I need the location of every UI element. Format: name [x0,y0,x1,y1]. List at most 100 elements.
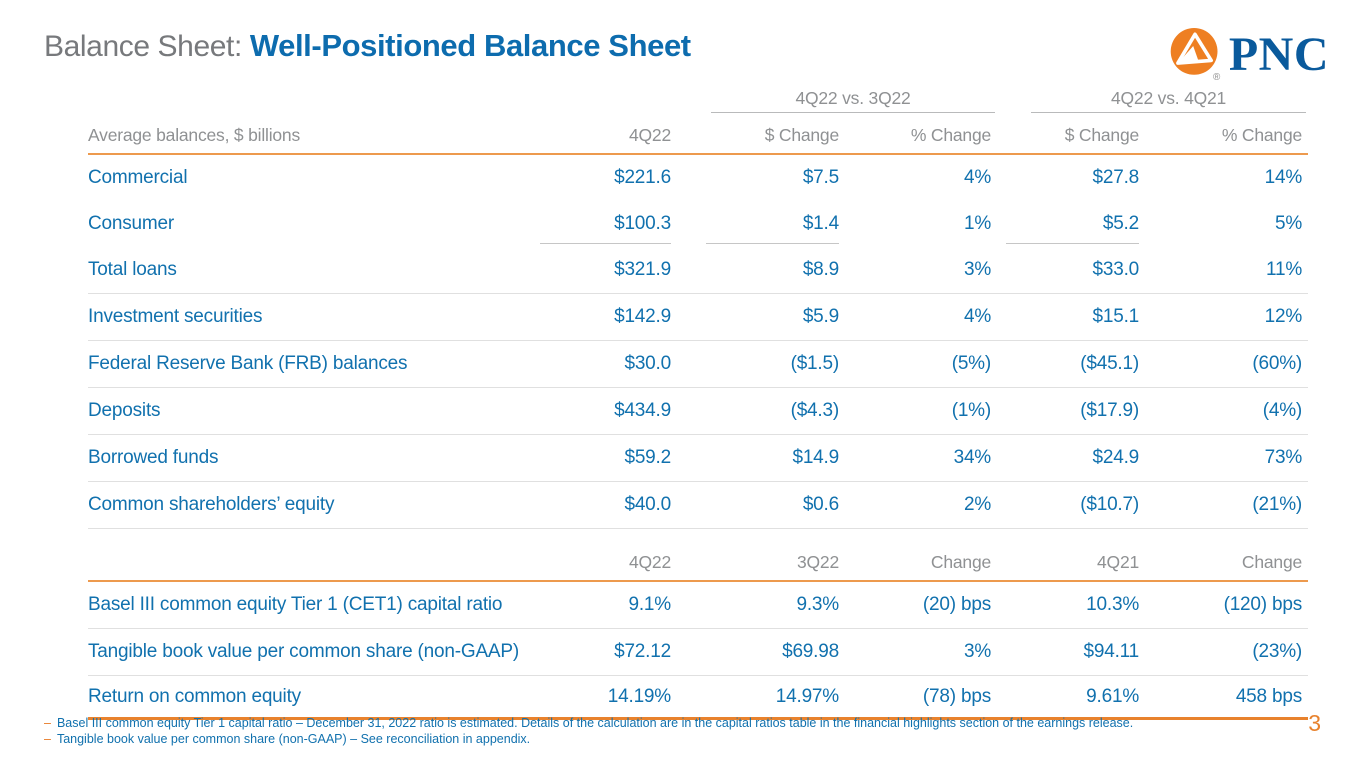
ratios-header-row: 4Q22 3Q22 Change 4Q21 Change [88,528,1309,582]
cell-value: $24.9 [997,434,1146,482]
row-label: Consumer [88,213,175,234]
group-header-qoq: 4Q22 vs. 3Q22 [711,88,996,113]
footnote-dash: – [44,716,51,730]
cell-value: $100.3 [540,201,677,247]
cell-value: (5%) [845,340,998,388]
table-row-common-shareholders-equity: Common shareholders’ equity $40.0 $0.6 2… [88,481,1309,529]
cell-value: $0.6 [677,481,845,529]
cell-value: ($1.5) [677,340,845,388]
footnotes: – Basel III common equity Tier 1 capital… [44,715,1133,747]
cell-value: 34% [845,434,998,482]
row-label: Borrowed funds [88,434,540,482]
cell-value: ($17.9) [997,387,1146,435]
table-row-borrowed-funds: Borrowed funds $59.2 $14.9 34% $24.9 73% [88,434,1309,482]
cell-value: $5.9 [677,293,845,341]
balance-sheet-table: 4Q22 vs. 3Q22 4Q22 vs. 4Q21 Average bala… [88,86,1309,720]
row-label: Deposits [88,387,540,435]
footnote-line: – Basel III common equity Tier 1 capital… [44,715,1133,731]
cell-value: 2% [845,481,998,529]
page-title: Balance Sheet: Well-Positioned Balance S… [44,28,691,64]
cell-value: (21%) [1145,481,1309,529]
cell-value: $221.6 [614,167,671,188]
cell-value: $33.0 [997,247,1146,294]
cell-value: $321.9 [540,247,677,294]
cell-value: 4% [963,167,992,188]
table-row-return-on-common-equity: Return on common equity 14.19% 14.97% (7… [88,675,1309,720]
cell-value: 14.19% [540,675,677,720]
cell-value: 10.3% [997,581,1146,629]
column-header: % Change [1145,113,1309,155]
cell-value: 12% [1145,293,1309,341]
pnc-logo: ® PNC [1168,26,1329,84]
cell-value: $14.9 [677,434,845,482]
pnc-wordmark: PNC [1228,28,1329,82]
column-header: 4Q21 [997,528,1146,582]
cell-value: $72.12 [540,628,677,676]
column-header-row: Average balances, $ billions 4Q22 $ Chan… [88,113,1309,155]
row-label: Tangible book value per common share (no… [88,628,540,676]
registered-mark: ® [1213,72,1221,83]
row-label: Common shareholders’ equity [88,481,540,529]
column-header: $ Change [997,113,1146,155]
table-row-consumer: Consumer $100.3 $1.4 1% $5.2 5% [88,201,1308,247]
footnote-text: Tangible book value per common share (no… [56,732,531,746]
column-header: % Change [845,113,998,155]
cell-value: $15.1 [997,293,1146,341]
cell-value: $8.9 [677,247,845,294]
cell-value: 14% [1264,167,1303,188]
column-header [88,528,540,582]
row-label: Commercial [88,167,188,188]
table-row-frb-balances: Federal Reserve Bank (FRB) balances $30.… [88,340,1309,388]
column-header: $ Change [677,113,845,155]
slide-header: Balance Sheet: Well-Positioned Balance S… [44,28,1329,84]
cell-value: (78) bps [845,675,998,720]
cell-value: $40.0 [540,481,677,529]
cell-value: $94.11 [997,628,1146,676]
cell-value: ($45.1) [997,340,1146,388]
row-label: Basel III common equity Tier 1 (CET1) ca… [88,581,540,629]
footnote-text: Basel III common equity Tier 1 capital r… [56,716,1134,730]
footnote-dash: – [44,732,51,746]
cell-value: (1%) [845,387,998,435]
table-row-deposits: Deposits $434.9 ($4.3) (1%) ($17.9) (4%) [88,387,1309,435]
table-row-tangible-book-value: Tangible book value per common share (no… [88,628,1309,676]
group-header-row: 4Q22 vs. 3Q22 4Q22 vs. 4Q21 [88,86,1308,113]
cell-value: $27.8 [1092,167,1140,188]
cell-value: 73% [1145,434,1309,482]
title-main: Well-Positioned Balance Sheet [249,28,691,63]
footnote-line: – Tangible book value per common share (… [44,731,1133,747]
cell-value: (20) bps [845,581,998,629]
cell-value: 3% [845,628,998,676]
cell-value: (120) bps [1145,581,1309,629]
cell-value: $5.2 [997,201,1145,247]
column-header: 4Q22 [540,528,677,582]
cell-value: $30.0 [540,340,677,388]
pnc-logo-icon: ® [1170,28,1221,83]
cell-value: $434.9 [540,387,677,435]
cell-value: 14.97% [677,675,845,720]
cell-value: (60%) [1145,340,1309,388]
cell-value: 11% [1145,247,1309,294]
row-label: Total loans [88,247,540,294]
column-header: 4Q22 [540,113,677,155]
cell-value: 1% [963,213,992,234]
row-label: Return on common equity [88,675,540,720]
cell-value: 5% [1274,213,1303,234]
cell-value: 3% [845,247,998,294]
table-row-cet1-ratio: Basel III common equity Tier 1 (CET1) ca… [88,581,1309,629]
column-header: 3Q22 [677,528,845,582]
group-header-yoy: 4Q22 vs. 4Q21 [1031,88,1307,113]
row-label: Federal Reserve Bank (FRB) balances [88,340,540,388]
page-number: 3 [1308,710,1321,736]
cell-value: 9.61% [997,675,1146,720]
table-row-total-loans: Total loans $321.9 $8.9 3% $33.0 11% [88,247,1309,294]
table-row-investment-securities: Investment securities $142.9 $5.9 4% $15… [88,293,1309,341]
column-header: Change [845,528,998,582]
column-header: Average balances, $ billions [88,113,540,155]
cell-value: $1.4 [677,201,845,247]
cell-value: $142.9 [540,293,677,341]
cell-value: 9.3% [677,581,845,629]
cell-value: 9.1% [540,581,677,629]
cell-value: ($10.7) [997,481,1146,529]
cell-value: 4% [845,293,998,341]
